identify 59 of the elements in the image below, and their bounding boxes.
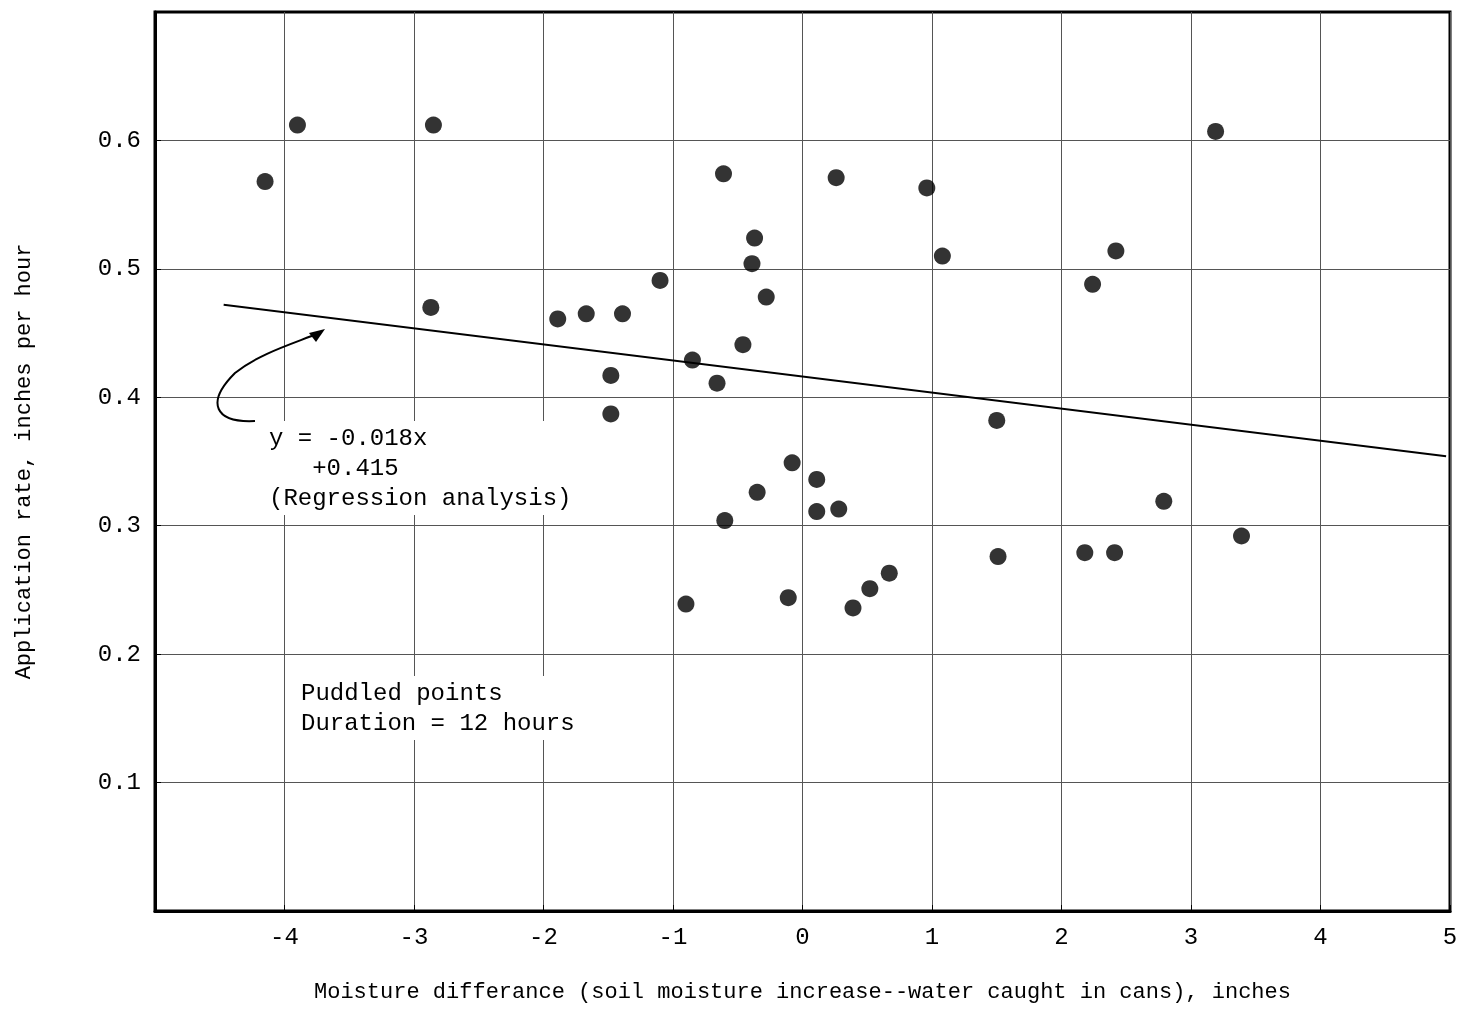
point bbox=[808, 503, 826, 521]
point bbox=[602, 366, 620, 384]
point bbox=[830, 500, 848, 518]
y-axis-title: Application rate, inches per hour bbox=[11, 243, 37, 680]
point bbox=[677, 595, 695, 613]
point bbox=[989, 548, 1007, 566]
point bbox=[288, 116, 306, 134]
point bbox=[549, 310, 567, 328]
point bbox=[1155, 492, 1173, 510]
x-tick-label: 1 bbox=[924, 923, 940, 951]
y-tick-label: 0.1 bbox=[97, 769, 141, 797]
point bbox=[808, 470, 826, 488]
x-tick-label: 3 bbox=[1183, 923, 1199, 951]
point bbox=[988, 411, 1006, 429]
y-tick-label: 0.3 bbox=[97, 512, 141, 540]
x-tick-label: 2 bbox=[1054, 923, 1069, 951]
point bbox=[880, 564, 898, 582]
point bbox=[743, 255, 761, 273]
y-tick-label: 0.4 bbox=[97, 383, 141, 411]
x-tick-label: 4 bbox=[1313, 923, 1328, 951]
point bbox=[844, 599, 862, 617]
point bbox=[1106, 544, 1124, 562]
point bbox=[715, 165, 733, 183]
point bbox=[1076, 544, 1094, 562]
point bbox=[757, 288, 775, 306]
point bbox=[614, 305, 631, 323]
point bbox=[827, 169, 845, 187]
point bbox=[1084, 275, 1102, 293]
point bbox=[422, 298, 440, 316]
point bbox=[716, 512, 734, 530]
point bbox=[256, 173, 274, 191]
x-tick-label: -1 bbox=[658, 923, 688, 951]
annotation: y = -0.018x +0.415 (Regression analysis) bbox=[269, 424, 572, 512]
x-tick-label: 5 bbox=[1442, 923, 1458, 951]
annotation: Puddled points Duration = 12 hours bbox=[301, 679, 575, 737]
point bbox=[933, 247, 951, 265]
point bbox=[861, 580, 879, 598]
point bbox=[1107, 242, 1125, 260]
point bbox=[783, 454, 801, 472]
point bbox=[779, 589, 797, 607]
y-tick-label: 0.6 bbox=[97, 126, 141, 154]
point bbox=[1207, 122, 1225, 140]
x-tick-label: -4 bbox=[270, 923, 299, 951]
point bbox=[708, 374, 726, 392]
point bbox=[1233, 527, 1251, 545]
x-axis-title: Moisture differance (soil moisture increase--water caught in cans), inches bbox=[314, 979, 1291, 1005]
x-tick-label: -3 bbox=[399, 923, 429, 951]
x-tick-label: 0 bbox=[795, 923, 810, 951]
y-tick-label: 0.2 bbox=[97, 640, 141, 668]
point bbox=[748, 483, 766, 501]
point bbox=[424, 116, 442, 134]
y-tick-label: 0.5 bbox=[97, 255, 141, 283]
point bbox=[746, 229, 764, 247]
point bbox=[918, 179, 936, 197]
x-tick-label: -2 bbox=[529, 923, 558, 951]
point bbox=[651, 271, 669, 289]
point bbox=[602, 405, 620, 423]
point bbox=[577, 305, 595, 323]
point bbox=[734, 336, 752, 354]
